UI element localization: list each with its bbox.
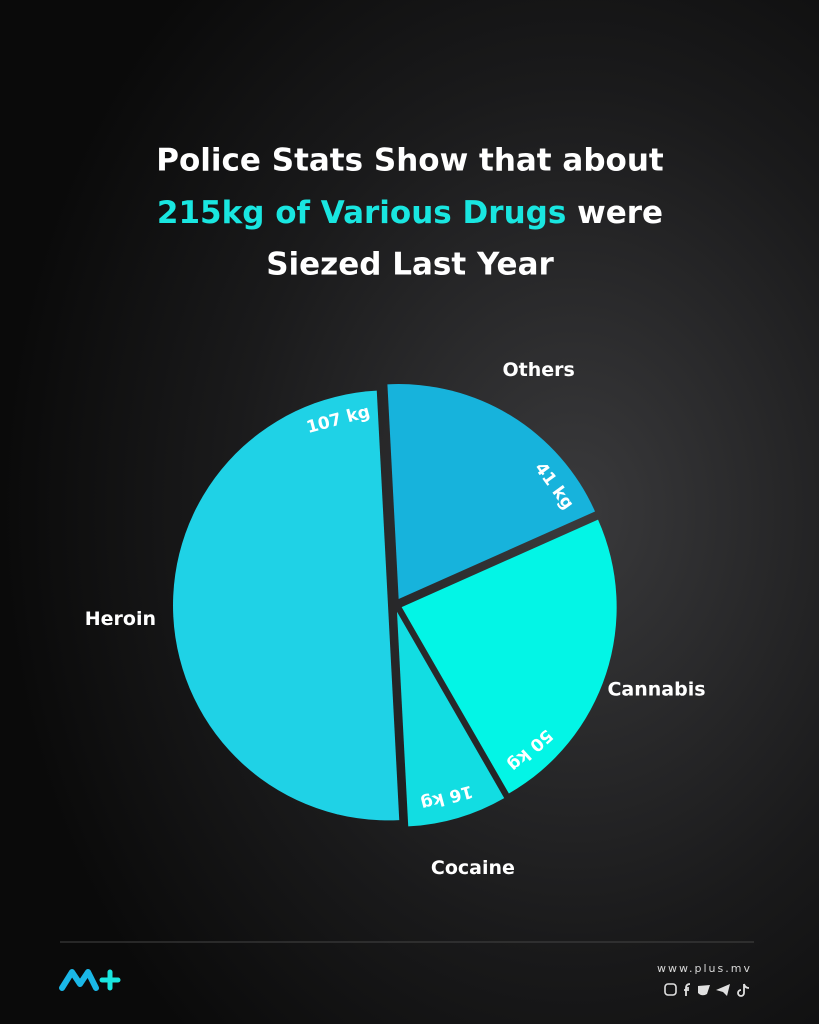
facebook-icon[interactable] — [684, 983, 691, 996]
logo — [59, 969, 121, 991]
pie-slice — [173, 390, 400, 821]
title-rest: were — [577, 195, 663, 231]
telegram-icon[interactable] — [716, 984, 730, 996]
pie-slice — [396, 611, 505, 827]
logo-plus — [99, 969, 121, 991]
tiktok-icon[interactable] — [737, 983, 750, 997]
website: www.plus.mv — [657, 962, 752, 975]
title-line: 215kg of Various Drugs were — [157, 195, 663, 231]
twitter-icon[interactable] — [698, 985, 710, 996]
title-line: Police Stats Show that about — [156, 143, 664, 179]
category-label: Heroin — [85, 608, 156, 630]
title-line: Siezed Last Year — [266, 247, 554, 283]
category-label: Cannabis — [607, 679, 705, 701]
category-label: Others — [502, 359, 574, 381]
instagram-icon[interactable] — [664, 983, 677, 996]
social-icons — [664, 983, 750, 997]
pie-slice — [387, 384, 596, 600]
category-label: Cocaine — [431, 857, 515, 879]
pie-slice — [401, 519, 617, 794]
title-highlight: 215kg of Various Drugs — [157, 195, 566, 231]
logo-mark — [59, 969, 99, 991]
